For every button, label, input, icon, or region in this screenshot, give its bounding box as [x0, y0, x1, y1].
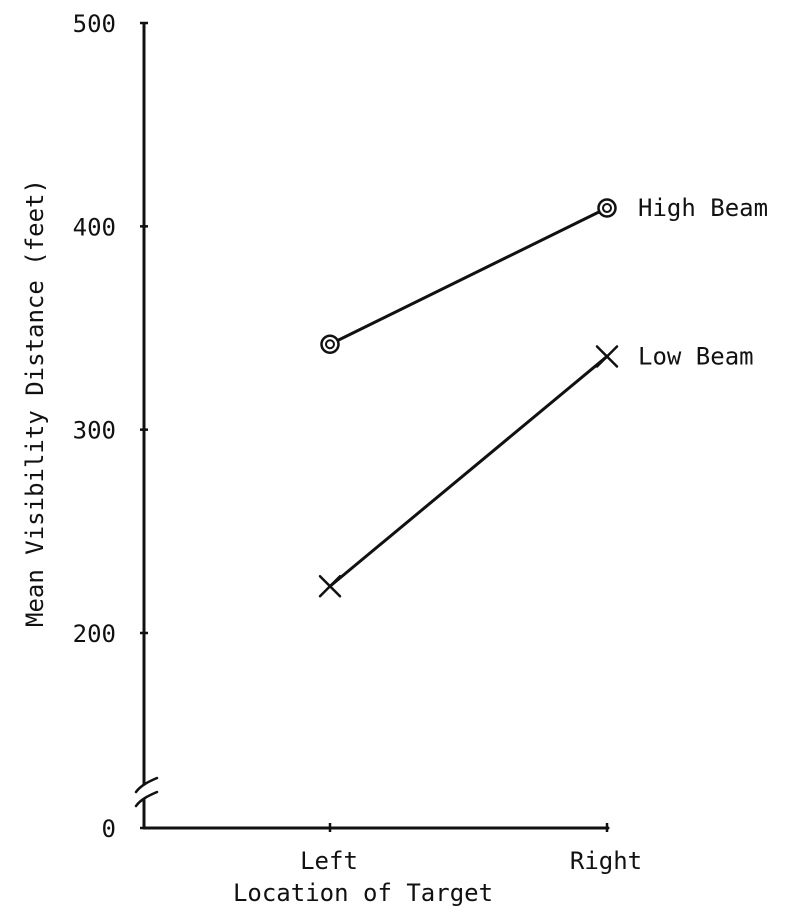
- series-line-0: [328, 206, 609, 346]
- high-beam-marker-circle: [597, 198, 617, 218]
- series-line-1: [328, 354, 609, 588]
- y-tick-label: 500: [73, 10, 116, 38]
- low-beam-marker: [318, 574, 342, 598]
- x-tick-label: Left: [300, 847, 358, 875]
- high-beam-marker-inner: [602, 203, 612, 214]
- low-beam-label: Low Beam: [638, 342, 754, 370]
- high-beam-label: High Beam: [638, 194, 768, 222]
- y-axis-title: Mean Visibility Distance (feet): [21, 179, 49, 627]
- y-tick-label: 0: [102, 815, 116, 843]
- y-tick-label: 400: [73, 213, 116, 241]
- series-layer: [318, 198, 619, 598]
- axis-break-mark: [134, 776, 159, 794]
- low-beam-marker-stroke: [318, 574, 342, 598]
- y-tick-label: 300: [73, 417, 116, 445]
- low-beam-marker: [595, 345, 619, 368]
- x-tick-label: Right: [570, 847, 642, 875]
- x-axis-title: Location of Target: [233, 879, 493, 907]
- high-beam-marker: [597, 198, 617, 218]
- y-tick-label: 200: [73, 620, 116, 648]
- high-beam-marker: [320, 334, 340, 355]
- high-beam-marker-circle: [320, 334, 340, 355]
- label-layer: 0 200 300 400 500 Left Right High Beam Low Beam: [73, 10, 768, 875]
- low-beam-marker-stroke: [595, 345, 619, 368]
- axis-break-mark: [134, 790, 159, 808]
- high-beam-marker-inner: [325, 339, 335, 350]
- axis-layer: [134, 21, 610, 832]
